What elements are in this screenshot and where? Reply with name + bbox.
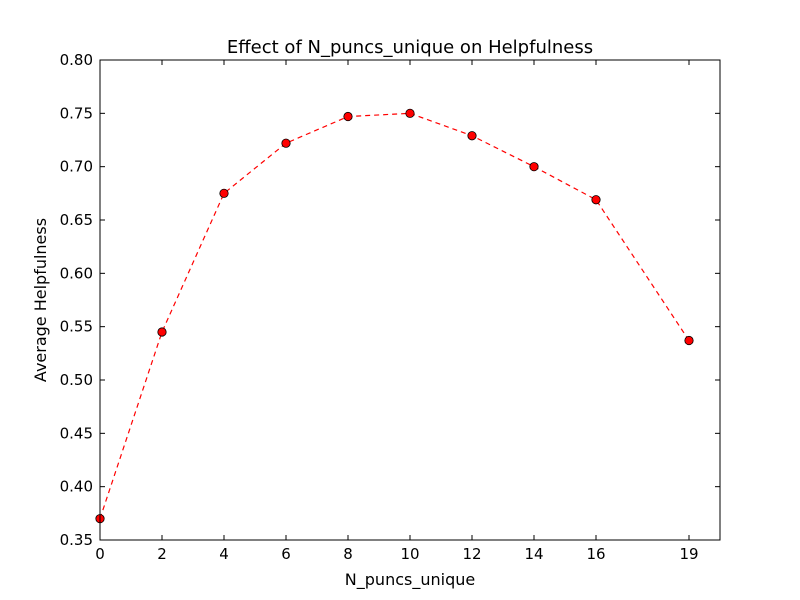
series-group — [95, 108, 694, 524]
x-tick-label: 10 — [400, 545, 419, 563]
chart-title: Effect of N_puncs_unique on Helpfulness — [227, 37, 593, 58]
data-point — [529, 162, 539, 172]
y-tick-label: 0.75 — [60, 104, 93, 122]
y-axis-label: Average Helpfulness — [31, 218, 50, 382]
data-point — [405, 108, 415, 118]
y-tick-label: 0.45 — [60, 424, 93, 442]
y-tick-label: 0.50 — [60, 371, 93, 389]
ticks: 0 2 4 6 8 10 12 14 16 19 0.35 0.40 0.45 0.50 0.55 0.60 0… — [60, 51, 720, 563]
x-tick-label: 2 — [157, 545, 167, 563]
x-axis-label: N_puncs_unique — [345, 570, 475, 590]
data-point — [219, 188, 229, 198]
data-point — [157, 327, 167, 337]
data-point — [684, 335, 694, 346]
y-tick-label: 0.60 — [60, 264, 93, 282]
data-point — [343, 111, 353, 122]
x-tick-label: 14 — [524, 545, 543, 563]
y-tick-label: 0.65 — [60, 211, 93, 229]
y-tick-label: 0.80 — [60, 51, 93, 69]
x-tick-label: 12 — [462, 545, 481, 563]
y-tick-label: 0.35 — [60, 531, 93, 549]
series-line — [99, 112, 690, 519]
data-point — [281, 138, 291, 148]
x-tick-label: 19 — [679, 545, 698, 563]
data-point — [467, 131, 477, 141]
plot-frame — [99, 59, 721, 541]
y-tick-label: 0.40 — [60, 478, 93, 496]
x-tick-label: 0 — [95, 545, 105, 563]
x-tick-label: 16 — [586, 545, 605, 563]
x-tick-label: 6 — [281, 545, 291, 563]
x-tick-label: 4 — [219, 545, 229, 563]
x-tick-label: 8 — [343, 545, 353, 563]
y-tick-label: 0.70 — [60, 158, 93, 176]
data-point — [591, 195, 601, 205]
y-tick-label: 0.55 — [60, 318, 93, 336]
